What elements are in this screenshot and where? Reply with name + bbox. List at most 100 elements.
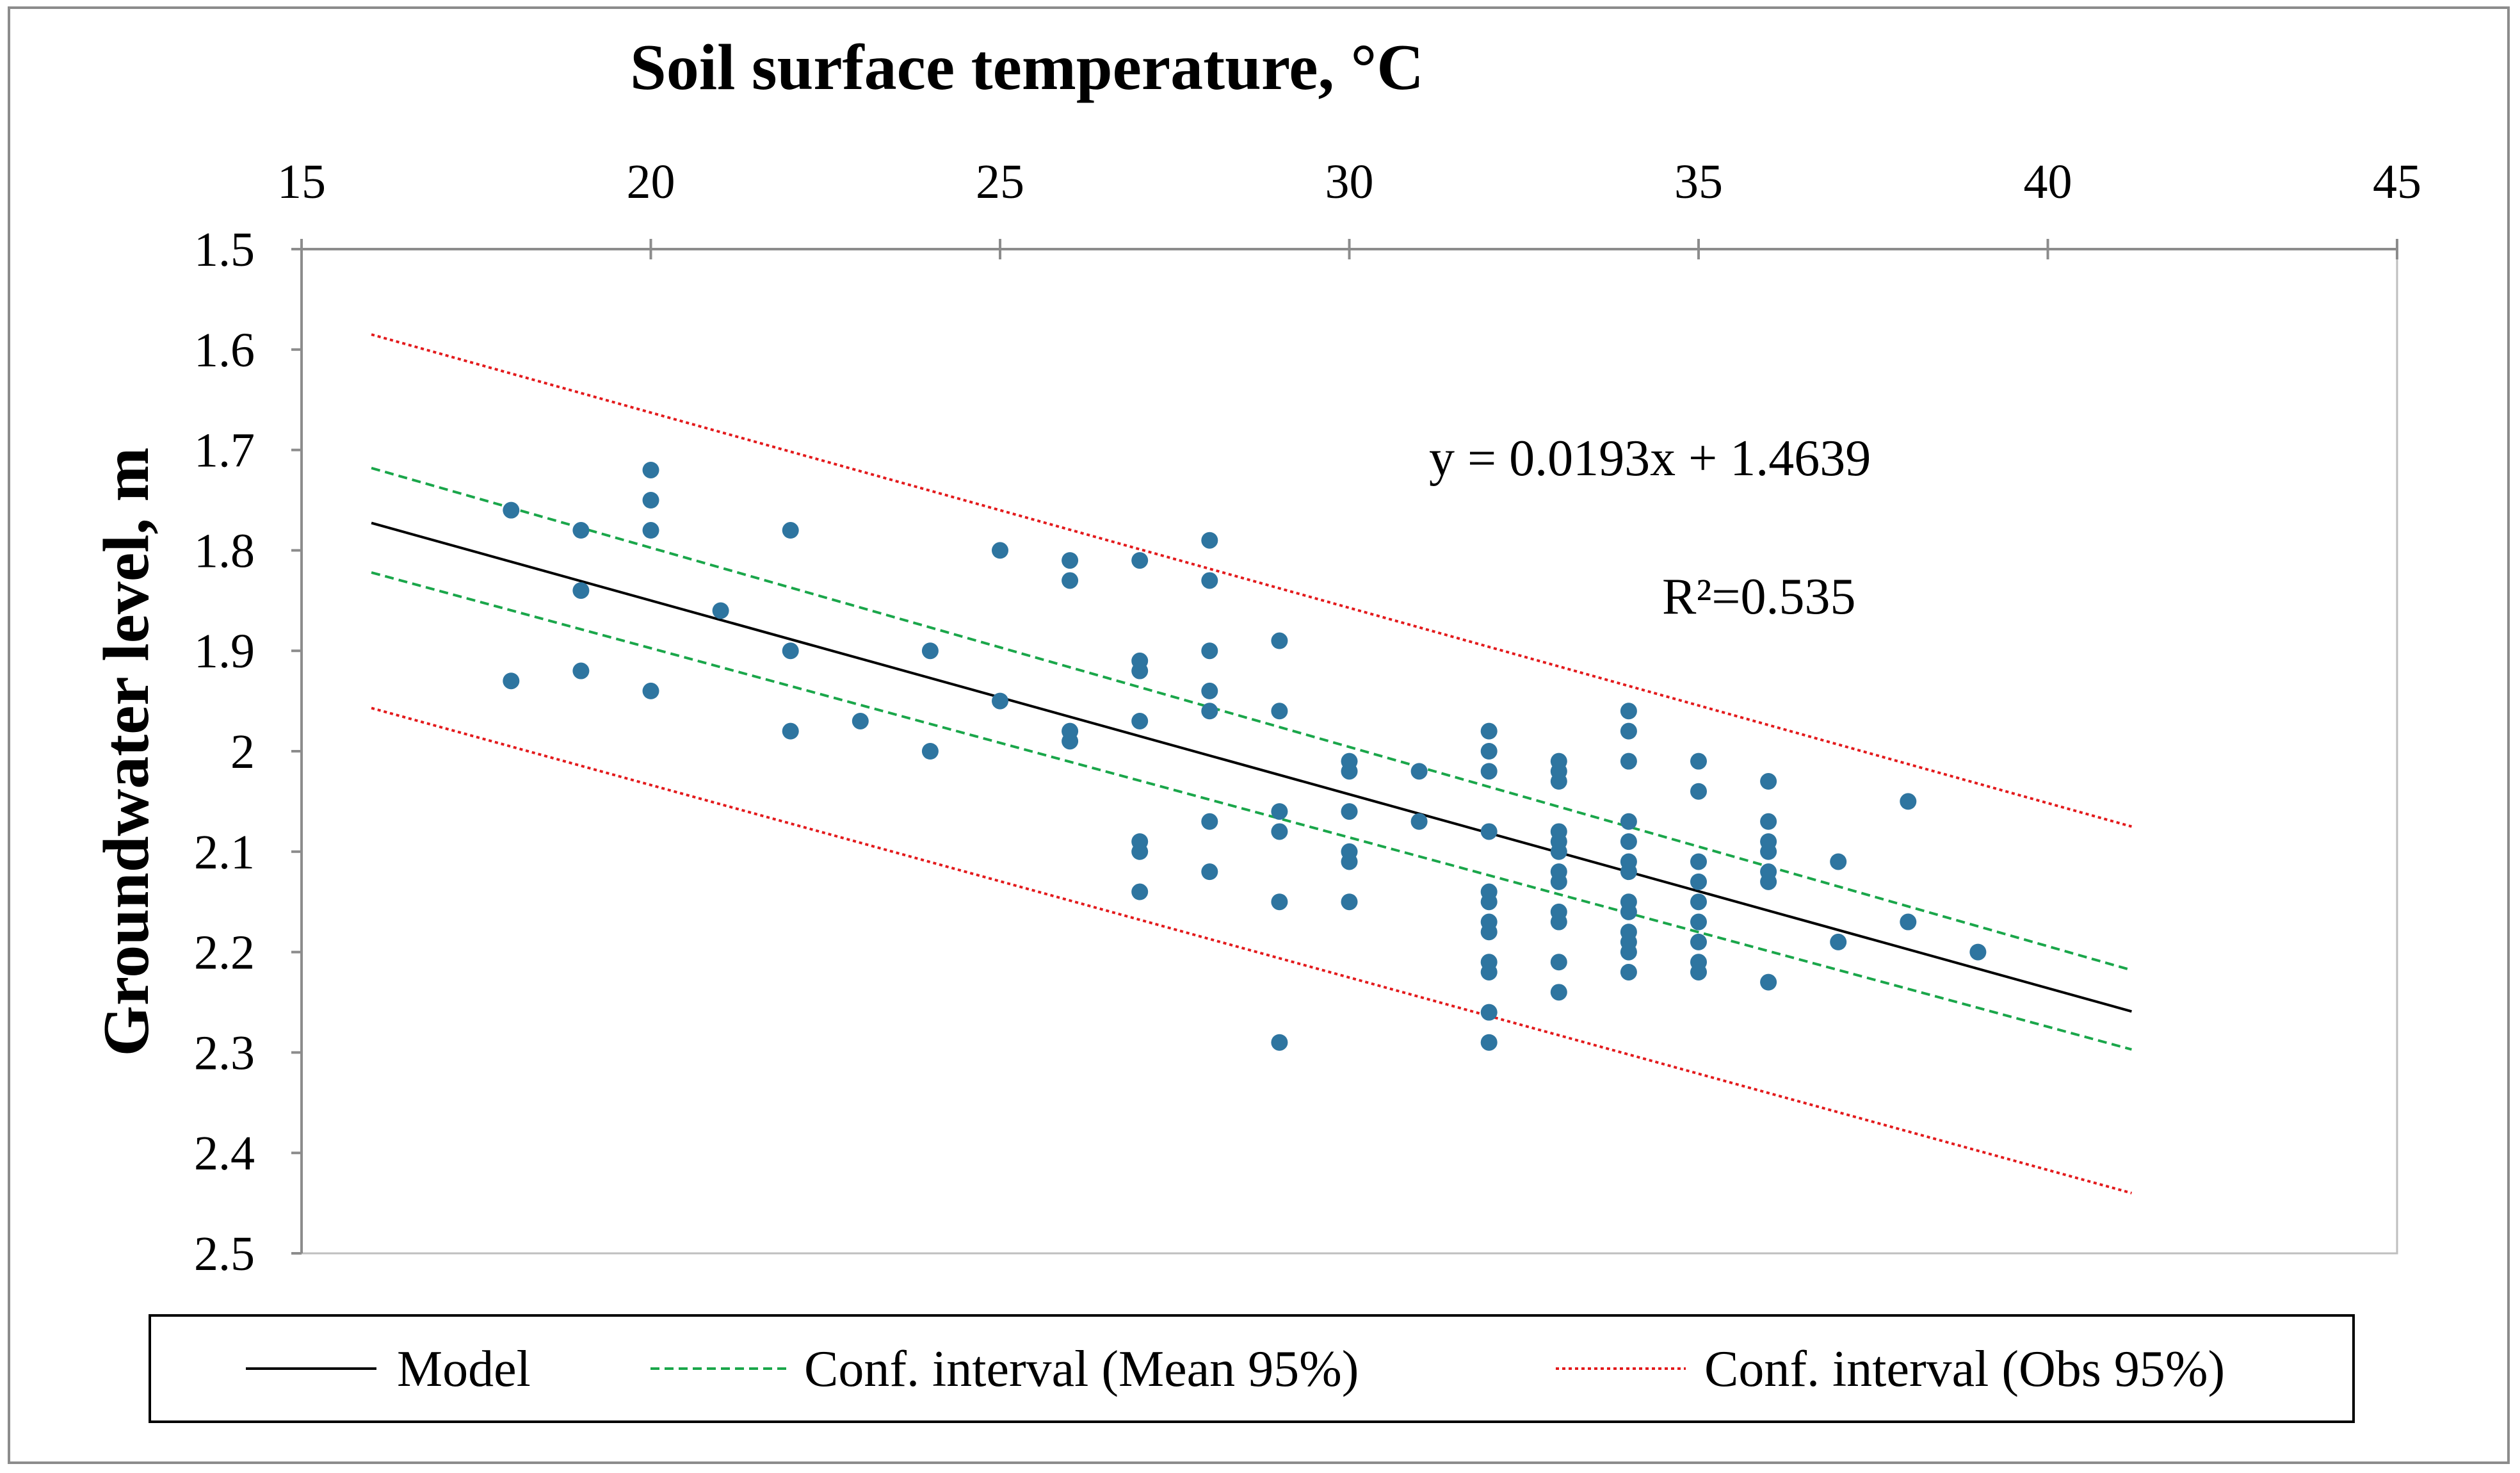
legend-label: Conf. interval (Mean 95%) <box>804 1341 1359 1397</box>
data-point <box>503 501 520 519</box>
y-tick-label: 2 <box>230 725 255 779</box>
data-point <box>1969 943 1987 961</box>
y-tick-label: 2.3 <box>194 1026 255 1080</box>
series-line-conf-interval-mean-95 <box>371 466 2132 972</box>
y-tick-label: 1.5 <box>194 223 255 277</box>
plot-area <box>300 248 2398 1255</box>
y-tick-label: 1.7 <box>194 424 255 478</box>
data-point <box>921 642 939 660</box>
data-point <box>1201 813 1218 830</box>
data-point <box>1201 863 1218 881</box>
data-point <box>1690 853 1707 870</box>
data-point <box>782 642 799 660</box>
data-point <box>1620 753 1637 770</box>
data-point <box>1760 773 1777 790</box>
scatter-chart: 15 20 25 30 35 40 45 1.5 1.6 1.7 1.8 1.9 2 2.1 2.2 2.3 2… <box>90 31 2421 1423</box>
chart-title: Soil surface temperature, °C <box>630 31 1424 104</box>
data-point <box>1550 984 1567 1001</box>
data-point <box>1550 843 1567 860</box>
data-point <box>1271 893 1288 911</box>
data-point <box>642 522 659 539</box>
data-point <box>572 522 590 539</box>
y-axis-label: Groundwater level, m <box>90 448 163 1057</box>
y-tick-label: 1.8 <box>194 524 255 578</box>
data-point <box>1271 803 1288 820</box>
x-tick-label: 25 <box>976 155 1024 209</box>
y-tick-label: 2.4 <box>194 1127 255 1180</box>
series-line-conf-interval-obs-95-lower <box>371 706 2132 1194</box>
data-point <box>642 682 659 699</box>
r-squared-annotation: R²=0.535 <box>1662 569 1855 625</box>
data-point <box>1480 1034 1498 1051</box>
data-point <box>1410 763 1428 780</box>
data-point <box>1131 883 1149 900</box>
data-point <box>1620 813 1637 830</box>
x-tick-label: 30 <box>1325 155 1374 209</box>
data-point <box>1690 753 1707 770</box>
series-line-model <box>371 521 2132 1013</box>
data-point <box>1480 823 1498 840</box>
data-point <box>1480 924 1498 941</box>
data-point <box>1760 843 1777 860</box>
data-point <box>1620 903 1637 920</box>
data-point <box>1062 733 1079 750</box>
data-point <box>572 582 590 599</box>
data-point <box>1341 803 1358 820</box>
data-point <box>1620 703 1637 720</box>
x-tick-label: 15 <box>277 155 326 209</box>
data-point <box>1690 963 1707 981</box>
data-point <box>1341 763 1358 780</box>
data-point <box>1620 943 1637 961</box>
data-point <box>1131 712 1149 729</box>
data-point <box>1760 973 1777 991</box>
x-tick-label: 40 <box>2024 155 2072 209</box>
data-point <box>503 672 520 690</box>
data-point <box>1201 642 1218 660</box>
data-point <box>782 522 799 539</box>
data-point <box>1480 722 1498 740</box>
data-point <box>1480 1004 1498 1021</box>
data-point <box>1201 682 1218 699</box>
series-line-conf-interval-obs-95 <box>371 333 2132 828</box>
data-point <box>1690 933 1707 950</box>
data-point <box>1480 963 1498 981</box>
data-point <box>1900 913 1917 931</box>
data-point <box>992 692 1008 710</box>
data-point <box>1690 913 1707 931</box>
data-point <box>921 743 939 760</box>
x-tick-label: 20 <box>627 155 675 209</box>
data-point <box>1620 863 1637 881</box>
y-tick-label: 2.1 <box>194 826 255 879</box>
series-line-conf-interval-mean-95-lower <box>371 571 2132 1051</box>
y-tick-label: 1.6 <box>194 323 255 377</box>
data-point <box>1271 823 1288 840</box>
data-point <box>1690 893 1707 911</box>
data-point <box>1131 843 1149 860</box>
data-point <box>1760 813 1777 830</box>
data-point <box>1900 793 1917 810</box>
x-tick-label: 45 <box>2373 155 2421 209</box>
data-point <box>642 461 659 478</box>
data-point <box>1620 722 1637 740</box>
chart-frame: 15 20 25 30 35 40 45 1.5 1.6 1.7 1.8 1.9 2 2.1 2.2 2.3 2… <box>8 6 2510 1464</box>
data-point <box>642 492 659 509</box>
data-point <box>1620 963 1637 981</box>
data-point <box>1550 873 1567 890</box>
data-point <box>572 662 590 680</box>
y-tick-label: 1.9 <box>194 624 255 678</box>
data-point <box>1201 572 1218 589</box>
data-point <box>1690 783 1707 800</box>
points-layer <box>503 461 1987 1051</box>
x-tick-label: 35 <box>1674 155 1723 209</box>
data-point <box>1131 662 1149 680</box>
data-point <box>1690 873 1707 890</box>
legend: Model Conf. interval (Mean 95%) Conf. inte… <box>246 1341 2225 1397</box>
data-point <box>1620 833 1637 850</box>
legend-box <box>149 1314 2355 1423</box>
data-point <box>712 602 729 619</box>
data-point <box>1550 954 1567 971</box>
data-point <box>1271 1034 1288 1051</box>
data-point <box>1480 893 1498 911</box>
data-point <box>1480 743 1498 760</box>
data-point <box>1550 913 1567 931</box>
